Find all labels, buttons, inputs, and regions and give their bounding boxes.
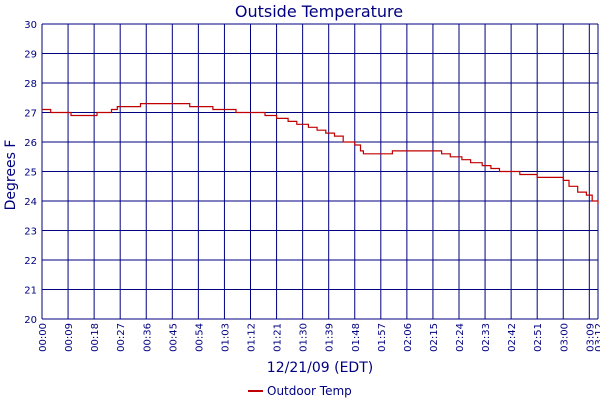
x-tick-label: 00:36 bbox=[142, 323, 153, 352]
x-tick-label: 02:15 bbox=[429, 323, 440, 352]
y-tick-label: 28 bbox=[24, 79, 37, 90]
series-line-outdoor-temp bbox=[42, 103, 599, 204]
x-tick-label: 01:21 bbox=[273, 323, 284, 352]
x-tick-label: 00:27 bbox=[116, 323, 127, 352]
x-tick-label: 00:09 bbox=[64, 323, 75, 352]
x-tick-label: 02:42 bbox=[507, 323, 518, 352]
y-tick-label: 30 bbox=[24, 20, 37, 31]
x-tick-label: 01:48 bbox=[351, 323, 362, 352]
grid-lines bbox=[41, 23, 599, 320]
x-tick-label: 03:12 bbox=[594, 323, 600, 352]
y-tick-label: 24 bbox=[24, 197, 37, 208]
x-tick-label: 01:39 bbox=[325, 323, 336, 352]
x-tick-label: 01:57 bbox=[377, 323, 388, 352]
x-tick-label: 02:24 bbox=[455, 323, 466, 352]
y-axis-label: Degrees F bbox=[3, 140, 19, 211]
x-tick-label: 01:03 bbox=[220, 323, 231, 352]
x-tick-label: 02:06 bbox=[403, 323, 414, 352]
series-layer bbox=[42, 103, 599, 204]
y-tick-label: 29 bbox=[24, 50, 37, 61]
y-tick-label: 20 bbox=[24, 315, 37, 326]
y-tick-label: 23 bbox=[24, 227, 37, 238]
x-tick-label: 02:33 bbox=[481, 323, 492, 352]
y-tick-label: 26 bbox=[24, 138, 37, 149]
x-tick-label: 00:45 bbox=[168, 323, 179, 352]
y-tick-label: 27 bbox=[24, 109, 37, 120]
x-tick-label: 00:00 bbox=[38, 323, 49, 352]
x-tick-label: 03:00 bbox=[559, 323, 570, 352]
x-tick-label: 00:54 bbox=[194, 323, 205, 352]
y-tick-label: 22 bbox=[24, 256, 37, 267]
y-tick-label: 25 bbox=[24, 168, 37, 179]
x-tick-label: 01:12 bbox=[247, 323, 258, 352]
legend-label: Outdoor Temp bbox=[267, 384, 352, 398]
x-tick-label: 01:30 bbox=[299, 323, 310, 352]
legend: Outdoor Temp bbox=[248, 384, 352, 398]
chart-title: Outside Temperature bbox=[235, 2, 403, 21]
x-tick-label: 00:18 bbox=[90, 323, 101, 352]
y-tick-label: 21 bbox=[24, 286, 37, 297]
x-tick-label: 03:09 bbox=[585, 323, 596, 352]
x-tick-label: 02:51 bbox=[533, 323, 544, 352]
x-axis-label: 12/21/09 (EDT) bbox=[267, 360, 373, 376]
tick-labels: 20 21 22 23 24 25 26 27 28 29 30 00:00 00:09 00:18 00:… bbox=[24, 20, 600, 352]
